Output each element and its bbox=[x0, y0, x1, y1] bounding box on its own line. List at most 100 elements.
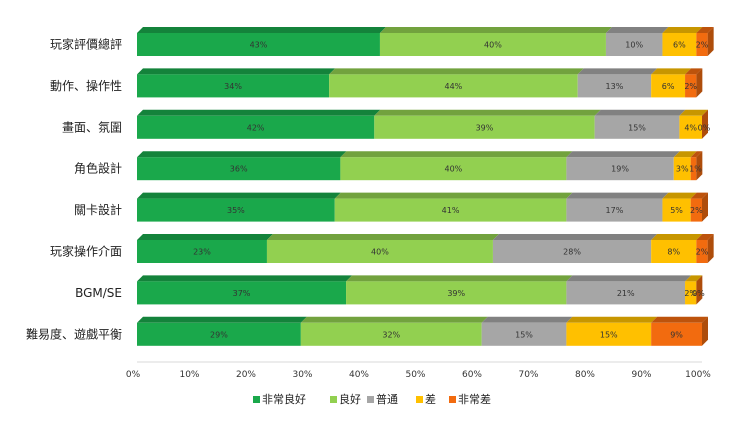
legend-label: 良好 bbox=[339, 392, 361, 406]
data-label: 2% bbox=[684, 289, 697, 298]
bar-segment bbox=[673, 157, 691, 181]
bar-segment-side bbox=[696, 68, 703, 98]
bar-segment-top bbox=[481, 316, 573, 323]
data-label: 15% bbox=[600, 330, 618, 339]
bar-segment bbox=[566, 198, 663, 222]
legend-swatch bbox=[253, 396, 260, 403]
bar-segment-side bbox=[707, 27, 714, 56]
bar-segment bbox=[685, 74, 697, 98]
bar-segment-side bbox=[696, 275, 703, 305]
data-label: 2% bbox=[696, 248, 709, 257]
data-label: 43% bbox=[250, 41, 268, 50]
bar-segment bbox=[566, 322, 652, 346]
bar-segment bbox=[685, 281, 697, 305]
legend-label: 非常差 bbox=[458, 392, 491, 406]
bar-segment-top bbox=[340, 151, 573, 158]
data-label: 44% bbox=[445, 82, 463, 91]
data-label: 32% bbox=[382, 330, 400, 339]
bar-segment-top bbox=[566, 192, 669, 199]
category-label: 動作、操作性 bbox=[50, 78, 122, 93]
data-label: 0% bbox=[698, 123, 711, 132]
bar-segment-top bbox=[696, 27, 714, 33]
data-label: 39% bbox=[476, 123, 494, 132]
x-tick-label: 30% bbox=[292, 370, 312, 380]
bar-segment-top bbox=[137, 27, 386, 33]
bar-segment-top bbox=[137, 234, 273, 240]
legend-swatch bbox=[367, 396, 374, 403]
bar-segment bbox=[481, 322, 567, 346]
bar-segment-top bbox=[266, 234, 499, 240]
data-label: 6% bbox=[673, 41, 686, 50]
legend-swatch bbox=[449, 396, 456, 403]
bar-segment bbox=[266, 240, 493, 263]
bar-segment bbox=[651, 240, 697, 263]
legend-swatch bbox=[330, 396, 337, 403]
category-label: 畫面、氛圍 bbox=[62, 119, 122, 134]
bar-segment-top bbox=[651, 316, 708, 323]
data-label: 21% bbox=[617, 289, 635, 298]
data-label: 2% bbox=[696, 41, 709, 50]
data-label: 4% bbox=[684, 123, 697, 132]
bar-segment bbox=[662, 198, 691, 222]
data-label: 9% bbox=[670, 330, 683, 339]
bar-segment-side bbox=[702, 192, 708, 222]
bar-segment bbox=[696, 33, 708, 56]
data-label: 42% bbox=[247, 123, 265, 132]
bar-segment-top bbox=[137, 316, 307, 323]
bar-segment-top bbox=[329, 68, 584, 75]
bar-segment bbox=[662, 33, 697, 56]
bar-segment-top bbox=[137, 68, 336, 75]
bar-segment-top bbox=[334, 192, 573, 199]
bar-segment bbox=[566, 157, 674, 181]
data-label: 29% bbox=[210, 330, 228, 339]
data-label: 13% bbox=[606, 82, 624, 91]
data-label: 39% bbox=[447, 289, 465, 298]
bar-segment bbox=[346, 281, 567, 305]
bar-segment-top bbox=[690, 192, 708, 199]
category-label: 玩家評價總評 bbox=[50, 37, 122, 52]
legend-swatch bbox=[416, 396, 423, 403]
data-label: 15% bbox=[515, 330, 533, 339]
bar-segment-top bbox=[300, 316, 488, 323]
bar-segment-top bbox=[662, 192, 697, 199]
bar-segment-top bbox=[379, 27, 612, 33]
data-label: 10% bbox=[625, 41, 643, 50]
data-label: 40% bbox=[484, 41, 502, 50]
bar-segment-top bbox=[137, 192, 341, 199]
bar-segment bbox=[651, 74, 686, 98]
bar-segment-top bbox=[685, 68, 703, 75]
bar-segment-top bbox=[685, 275, 703, 282]
bar-segment bbox=[137, 322, 301, 346]
legend-label: 普通 bbox=[376, 392, 398, 406]
data-label: 28% bbox=[563, 248, 581, 257]
bar-segment bbox=[696, 240, 708, 263]
bar-segment-top bbox=[346, 275, 573, 282]
data-label: 0% bbox=[692, 289, 705, 298]
category-label: 難易度、遊戲平衡 bbox=[26, 326, 122, 341]
bar-segment bbox=[340, 157, 567, 181]
data-label: 1% bbox=[689, 165, 702, 174]
bar-segment bbox=[690, 198, 702, 222]
bar-segment bbox=[334, 198, 567, 222]
bar-segment bbox=[651, 322, 702, 346]
data-label: 5% bbox=[670, 206, 683, 215]
x-tick-label: 0% bbox=[126, 370, 141, 380]
bar-segment-top bbox=[566, 151, 680, 158]
bar-segment bbox=[137, 33, 380, 56]
bar-segment-side bbox=[696, 151, 703, 181]
bar-segment-top bbox=[492, 234, 658, 240]
bar-segment-top bbox=[679, 109, 708, 116]
data-label: 15% bbox=[628, 123, 646, 132]
bar-segment bbox=[679, 115, 702, 139]
bar-segment bbox=[492, 240, 652, 263]
bar-segment bbox=[137, 198, 335, 222]
bar-segment-top bbox=[137, 275, 353, 282]
bar-segment-top bbox=[566, 275, 692, 282]
category-label: BGM/SE bbox=[75, 286, 122, 300]
bar-segment bbox=[374, 115, 595, 139]
bar-segment bbox=[329, 74, 578, 98]
x-tick-label: 50% bbox=[405, 370, 425, 380]
bar-segment-top bbox=[137, 151, 347, 158]
data-label: 8% bbox=[667, 248, 680, 257]
bar-segment-top bbox=[566, 316, 658, 323]
